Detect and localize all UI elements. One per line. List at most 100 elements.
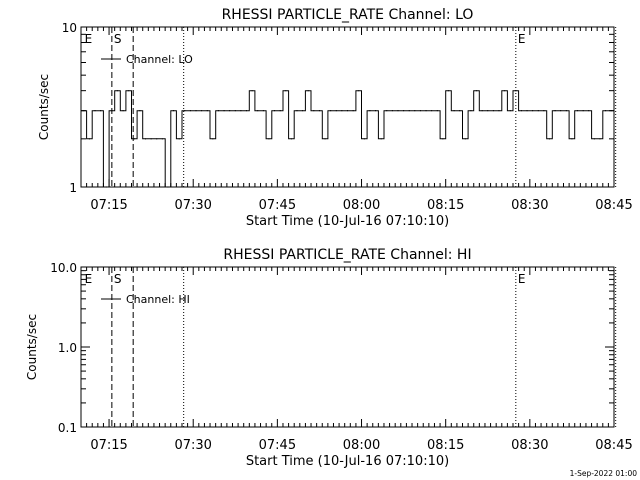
x-tick-label: 08:30 (511, 198, 548, 213)
data-point (178, 138, 180, 140)
data-point (172, 110, 175, 112)
data-point (498, 110, 500, 112)
data-point (419, 110, 422, 112)
data-point (335, 110, 337, 112)
data-point (582, 110, 584, 112)
data-point (341, 110, 343, 112)
data-point (403, 110, 405, 112)
event-marker-label: S (114, 272, 122, 286)
data-point (268, 138, 270, 140)
y-axis-label: Counts/sec (37, 74, 51, 140)
data-point (576, 110, 579, 112)
data-point (290, 138, 292, 140)
panel-lo: RHESSI PARTICLE_RATE Channel: LO Start Ti… (37, 7, 633, 229)
data-point (296, 110, 298, 112)
data-point (358, 90, 360, 92)
data-point (217, 110, 220, 112)
data-point (122, 110, 124, 112)
data-point (262, 110, 264, 112)
data-point (189, 110, 192, 112)
data-point (560, 110, 562, 112)
data-point (150, 138, 152, 140)
x-tick-label: 08:15 (427, 438, 464, 453)
data-point (133, 138, 135, 140)
data-point (257, 110, 259, 112)
data-point (128, 90, 130, 92)
data-point (459, 110, 461, 112)
x-tick-label: 08:45 (595, 438, 632, 453)
data-point (88, 138, 91, 140)
data-point (408, 110, 410, 112)
data-point (195, 110, 197, 112)
data-point (391, 110, 393, 112)
x-axis-label: Start Time (10-Jul-16 07:10:10) (246, 214, 449, 229)
data-point (223, 110, 225, 112)
data-point (302, 110, 304, 112)
event-marker-label: S (114, 32, 122, 46)
data-point (313, 110, 315, 112)
data-point (610, 110, 612, 112)
event-marker-label: E (85, 272, 93, 286)
data-point (475, 90, 478, 92)
data-point (167, 186, 169, 188)
data-point (285, 90, 287, 92)
data-point (279, 110, 281, 112)
data-point (487, 110, 489, 112)
data-point (374, 110, 377, 112)
data-point (436, 110, 438, 112)
x-tick-label: 08:45 (595, 198, 632, 213)
x-tick-label: 07:30 (174, 198, 211, 213)
data-point (425, 110, 427, 112)
data-point (206, 110, 208, 112)
data-point (184, 110, 186, 112)
x-tick-label: 07:30 (174, 438, 211, 453)
data-point (604, 110, 607, 112)
data-point (346, 110, 349, 112)
data-point (509, 110, 511, 112)
data-point (116, 90, 119, 92)
data-point (554, 110, 556, 112)
panel-hi: RHESSI PARTICLE_RATE Channel: HI Start Ti… (25, 247, 633, 469)
x-tick-label: 07:45 (259, 198, 296, 213)
data-point (245, 110, 248, 112)
data-point (94, 110, 96, 112)
x-tick-label: 07:45 (259, 438, 296, 453)
data-point (251, 90, 253, 92)
data-point (273, 110, 276, 112)
chart-title: RHESSI PARTICLE_RATE Channel: LO (222, 7, 474, 23)
data-point (548, 138, 551, 140)
data-point (380, 138, 382, 140)
data-point (201, 110, 203, 112)
y-tick-label: 1.0 (58, 341, 77, 355)
legend-label: Channel: LO (126, 53, 193, 66)
data-point (240, 110, 242, 112)
data-point (464, 138, 466, 140)
data-point (369, 110, 371, 112)
data-point (161, 138, 163, 140)
data-point (229, 110, 231, 112)
data-point (503, 90, 506, 92)
data-point (453, 110, 455, 112)
plot-frame (80, 26, 615, 188)
data-point (593, 138, 595, 140)
data-point (571, 138, 573, 140)
data-point (386, 110, 388, 112)
data-point (397, 110, 399, 112)
x-tick-label: 07:15 (90, 198, 127, 213)
data-point (481, 110, 483, 112)
series-line (81, 90, 614, 188)
x-axis-label: Start Time (10-Jul-16 07:10:10) (246, 454, 449, 469)
event-marker-label: E (85, 32, 93, 46)
data-point (442, 138, 444, 140)
data-point (144, 138, 147, 140)
data-point (234, 110, 236, 112)
data-point (588, 110, 590, 112)
y-tick-label: 0.1 (58, 421, 77, 435)
data-point (307, 90, 309, 92)
x-tick-label: 08:00 (343, 198, 380, 213)
data-point (537, 110, 539, 112)
data-point (352, 110, 354, 112)
data-point (363, 138, 365, 140)
data-point (330, 110, 332, 112)
